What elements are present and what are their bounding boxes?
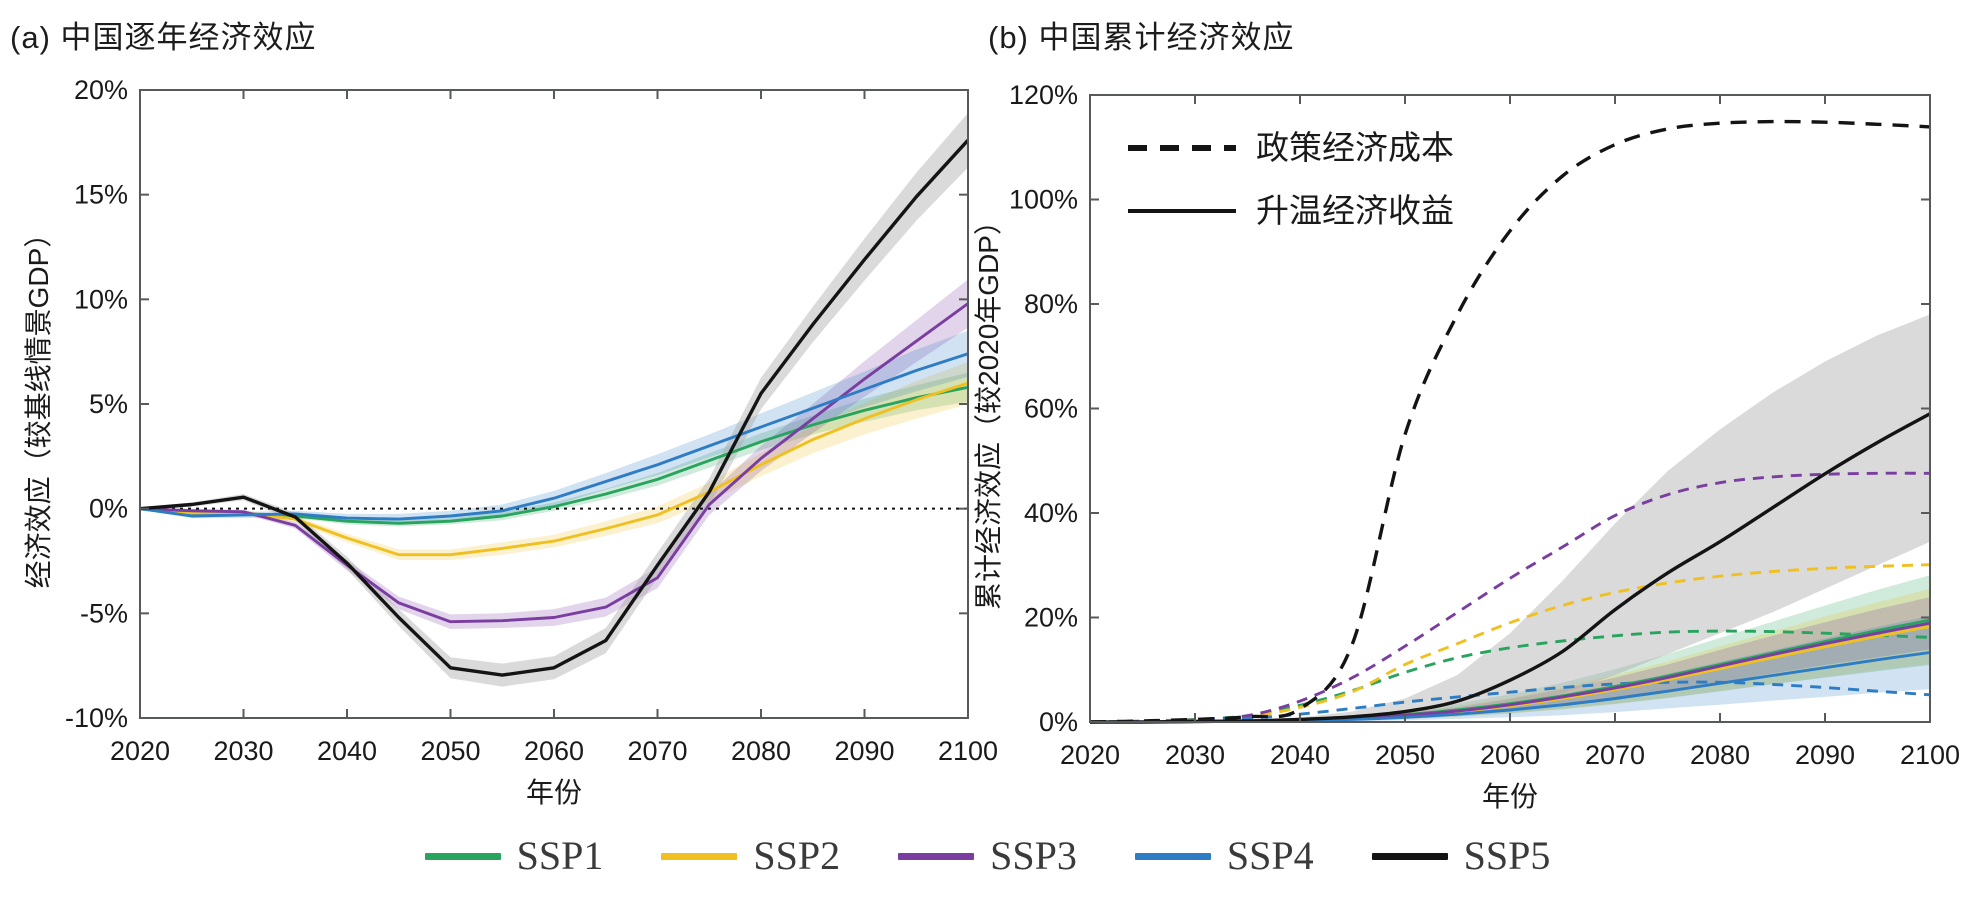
panel-b-xtick-label: 2060	[1480, 740, 1540, 770]
panel-a-xtick-label: 2060	[524, 736, 584, 766]
legend-policy-cost-label: 政策经济成本	[1256, 129, 1454, 166]
panel-b-series-ssp5-dashed-line	[1089, 119, 1931, 724]
ssp5-swatch	[1371, 852, 1448, 860]
ssp3-label: SSP3	[990, 833, 1077, 878]
panel-a-xtick-label: 2020	[110, 736, 170, 766]
panel-b-ytick-label: 40%	[1024, 498, 1078, 528]
ssp1-swatch	[424, 852, 501, 860]
panel-a-lines	[139, 139, 970, 677]
panel-b-title: (b) 中国累计经济效应	[988, 20, 1295, 55]
panel-b-xtick-label: 2090	[1795, 740, 1855, 770]
panel-b-axes: 2020 2030 2040 2050 2060 2070 2080 2090 2100 120%…	[973, 80, 1960, 812]
panel-a-xtick-label: 2080	[731, 736, 791, 766]
panel-b-xtick-label: 2030	[1165, 740, 1225, 770]
legend-item-ssp4: SSP4	[1134, 833, 1314, 878]
ssp-legend: SSP1 SSP2 SSP3 SSP4 SSP5	[0, 836, 1975, 876]
panel-a-xtick-label: 2070	[627, 736, 687, 766]
panel-a-xtick-label: 2090	[834, 736, 894, 766]
panel-b-xtick-label: 2050	[1375, 740, 1435, 770]
panel-a-xtick-label: 2050	[420, 736, 480, 766]
panel-a-series-ssp5-solid-line	[139, 139, 970, 677]
panel-a-xtick-label: 2030	[213, 736, 273, 766]
panel-b-ylabel: 累计经济效应（较2020年GDP）	[973, 207, 1004, 610]
panel-b-ytick-label: 100%	[1009, 185, 1078, 215]
ssp5-label: SSP5	[1463, 833, 1551, 878]
panel-a-xlabel: 年份	[526, 777, 582, 808]
panel-a-ytick-label: 10%	[74, 284, 128, 314]
panel-a-ytick-label: 0%	[89, 494, 128, 524]
panel-b-band-ssp1	[1090, 575, 1930, 722]
panel-b-ytick-label: 60%	[1024, 394, 1078, 424]
panel-a-series-ssp4-solid-line	[139, 352, 969, 521]
panel-b-xlabel: 年份	[1482, 781, 1538, 812]
panel-b-xtick-label: 2080	[1690, 740, 1750, 770]
panel-a-series-ssp3-solid-line	[139, 302, 969, 624]
panel-a-ytick-label: -5%	[80, 598, 128, 628]
panel-a-axes: 2020 2030 2040 2050 2060 2070 2080 2090 2100 20% 1…	[23, 75, 998, 808]
ssp3-swatch	[898, 852, 975, 860]
panel-a-title: (a) 中国逐年经济效应	[10, 20, 317, 55]
legend-item-ssp2: SSP2	[661, 836, 840, 876]
panel-a-band-ssp3	[140, 279, 968, 629]
panel-b-ytick-label: 120%	[1009, 80, 1078, 110]
legend-item-ssp5: SSP5	[1371, 833, 1551, 878]
panel-b-xtick-label: 2040	[1270, 740, 1330, 770]
panel-a-ytick-label: 15%	[74, 180, 128, 210]
panel-a-xtick-label: 2040	[317, 736, 377, 766]
panel-b-ytick-label: 80%	[1024, 289, 1078, 319]
panel-b-ytick-label: 20%	[1024, 603, 1078, 633]
panel-a-xtick-label: 2100	[938, 736, 998, 766]
panel-b-xtick-label: 2020	[1060, 740, 1120, 770]
panel-a-ytick-label: 20%	[74, 75, 128, 105]
panel-b-bands	[1090, 314, 1930, 722]
ssp4-swatch	[1134, 852, 1211, 860]
ssp1-label: SSP1	[516, 833, 604, 878]
panel-a-ytick-label: -10%	[65, 703, 128, 733]
panel-b-xtick-label: 2070	[1585, 740, 1645, 770]
panel-b-band-ssp5	[1090, 314, 1930, 722]
panel-a-series-ssp2-solid-line	[139, 381, 969, 557]
ssp4-label: SSP4	[1226, 833, 1314, 878]
legend-item-ssp1: SSP1	[424, 833, 604, 878]
legend-warming-benefit-label: 升温经济收益	[1256, 192, 1454, 229]
panel-a-ytick-label: 5%	[89, 389, 128, 419]
ssp2-label: SSP2	[753, 833, 841, 878]
panel-b-band-ssp2	[1090, 588, 1930, 722]
panel-a-bands	[140, 113, 968, 687]
panel-b-xtick-label: 2100	[1900, 740, 1960, 770]
panel-b-band-ssp4	[1090, 615, 1930, 722]
panel-a-ylabel: 经济效应（较基线情景GDP）	[23, 220, 54, 589]
panel-b-ytick-label: 0%	[1039, 707, 1078, 737]
legend-item-ssp3: SSP3	[898, 836, 1077, 876]
panel-b-plot: 2020 2030 2040 2050 2060 2070 2080 2090 2100 120%…	[973, 80, 1960, 812]
panel-a-plot: 2020 2030 2040 2050 2060 2070 2080 2090 2100 20% 1…	[23, 75, 998, 808]
ssp2-swatch	[661, 852, 738, 860]
